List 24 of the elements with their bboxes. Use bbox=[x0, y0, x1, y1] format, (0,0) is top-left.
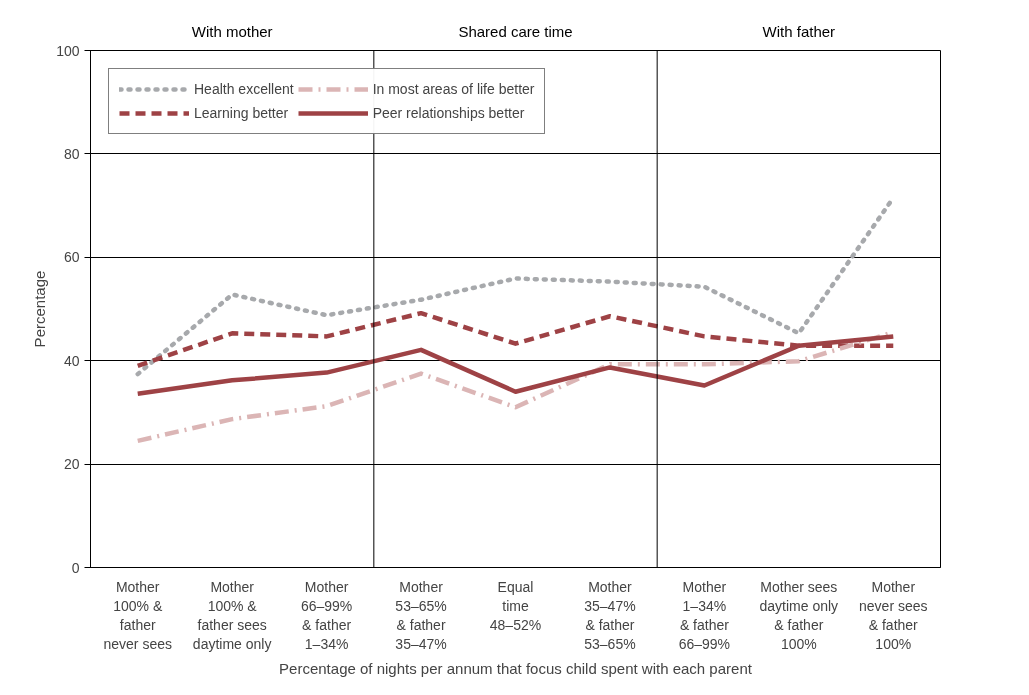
y-tick-label: 20 bbox=[63, 456, 80, 473]
text: With mother bbox=[191, 22, 273, 40]
x-tick-label: Mother never sees & father 100% bbox=[859, 578, 928, 653]
x-tick-label: Mother 35–47% & father 53–65% bbox=[584, 578, 636, 653]
text: Shared care time bbox=[458, 22, 573, 40]
legend-label: Peer relationships better bbox=[372, 105, 525, 121]
legend-label: In most areas of life better bbox=[372, 81, 535, 97]
text: With father bbox=[762, 22, 836, 40]
y-tick-label: 80 bbox=[63, 145, 80, 162]
y-axis-title: Percentage bbox=[31, 270, 49, 348]
x-tick-label: Mother 53–65% & father 35–47% bbox=[395, 578, 447, 653]
x-tick-label: Mother sees daytime only & father 100% bbox=[759, 578, 839, 653]
x-axis-title: Percentage of nights per annum that focus child spent with each parent bbox=[279, 660, 753, 678]
x-tick-label: Mother 100% & father never sees bbox=[103, 578, 172, 653]
x-tick-label: Mother 66–99% & father 1–34% bbox=[300, 578, 353, 653]
y-tick-label: 0 bbox=[71, 559, 80, 576]
y-tick-label: 60 bbox=[63, 249, 80, 266]
y-tick-label: 40 bbox=[63, 352, 80, 369]
legend-label: Learning better bbox=[194, 105, 289, 121]
x-tick-label: Mother 100% & father sees daytime only bbox=[192, 578, 272, 653]
x-tick-label: Mother 1–34% & father 66–99% bbox=[678, 578, 731, 653]
x-tick-label: Equal time 48–52% bbox=[489, 578, 542, 633]
legend-label: Health excellent bbox=[194, 81, 294, 97]
y-tick-label: 100 bbox=[56, 42, 80, 59]
